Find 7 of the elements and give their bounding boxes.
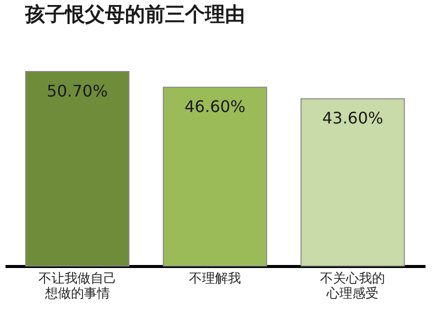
chart-title: 孩子恨父母的前三个理由 — [24, 2, 245, 26]
x-tick-label: 不让我做自己想做的事情 — [38, 272, 116, 302]
x-tick-label: 不关心我的心理感受 — [320, 270, 386, 302]
data-label: 50.70% — [46, 81, 108, 100]
data-label: 43.60% — [322, 108, 384, 128]
data-label: 46.60% — [184, 97, 246, 116]
x-tick-label: 不理解我 — [189, 272, 241, 286]
